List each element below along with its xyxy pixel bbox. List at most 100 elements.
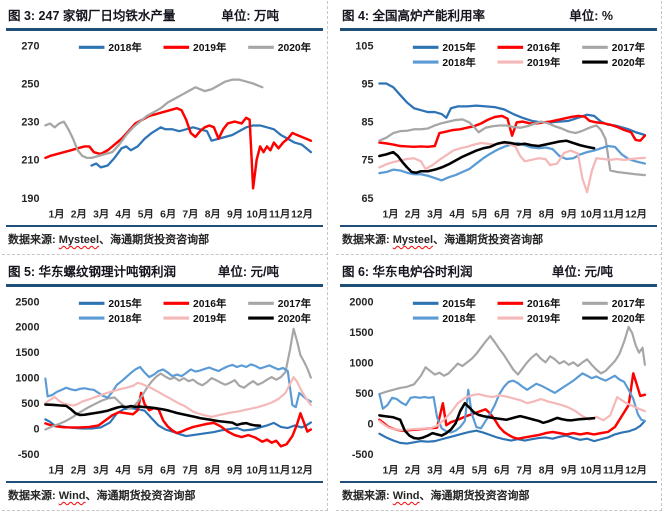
- svg-text:0: 0: [367, 418, 373, 430]
- svg-text:2016年: 2016年: [527, 41, 561, 54]
- svg-text:3月: 3月: [93, 465, 109, 477]
- figure-header: 图 3: 247 家钢厂日均铁水产量 单位: 万吨: [6, 3, 323, 28]
- unit-label: 单位: 万吨: [221, 9, 279, 23]
- svg-text:2月: 2月: [405, 465, 421, 477]
- data-source: 数据来源: Wind、海通期货投资咨询部: [6, 483, 323, 503]
- svg-text:2015年: 2015年: [108, 297, 142, 310]
- source-name: Wind: [58, 490, 86, 502]
- svg-text:2020年: 2020年: [612, 312, 646, 325]
- figure-title: 图 4: 全国高炉产能利用率: [342, 9, 486, 23]
- svg-text:-500: -500: [18, 449, 40, 461]
- figure-panel-4: 图 4: 全国高炉产能利用率 单位: % 105 95 85 75 65 1月 2月 3月 4月…: [336, 1, 662, 255]
- svg-text:2000: 2000: [15, 322, 39, 334]
- svg-text:6月: 6月: [494, 209, 510, 221]
- svg-text:6月: 6月: [160, 465, 176, 477]
- figure-header: 图 6: 华东电炉谷时利润 单位: 元/吨: [340, 259, 657, 284]
- svg-text:12月: 12月: [291, 209, 313, 221]
- svg-text:12月: 12月: [291, 465, 313, 477]
- rebar-profit-line-chart: 2500 2000 1500 1000 500 0 -500 1月 2月 3月 4月 5月 6月 7月 8月…: [6, 289, 323, 481]
- figure-title: 图 5: 华东螺纹钢理计吨钢利润: [8, 265, 177, 279]
- svg-text:105: 105: [355, 40, 373, 52]
- svg-text:95: 95: [361, 78, 373, 90]
- source-prefix: 数据来源:: [8, 234, 59, 246]
- svg-text:3月: 3月: [427, 465, 443, 477]
- svg-text:270: 270: [21, 40, 39, 52]
- source-suffix: 、海通期货投资咨询部: [419, 490, 530, 502]
- svg-text:5月: 5月: [138, 465, 154, 477]
- svg-text:4月: 4月: [449, 465, 465, 477]
- electric-furnace-profit-line-chart: 2000 1500 1000 500 0 -500 1月 2月 3月 4月 5月 6月 7月 8月 9月 10…: [340, 289, 657, 481]
- unit-label: 单位: %: [569, 9, 613, 23]
- svg-text:2月: 2月: [71, 465, 87, 477]
- svg-text:1500: 1500: [349, 327, 373, 339]
- svg-text:8月: 8月: [539, 465, 555, 477]
- svg-text:2017年: 2017年: [278, 297, 312, 310]
- source-suffix: 、海通期货投资咨询部: [99, 234, 210, 246]
- svg-text:10月: 10月: [580, 209, 602, 221]
- svg-text:2017年: 2017年: [612, 41, 646, 54]
- svg-text:65: 65: [361, 193, 373, 205]
- svg-text:5月: 5月: [138, 209, 154, 221]
- svg-text:2000: 2000: [349, 296, 373, 308]
- svg-text:0: 0: [33, 423, 39, 435]
- svg-text:2019年: 2019年: [193, 312, 227, 325]
- data-source: 数据来源: Wind、海通期货投资咨询部: [340, 483, 657, 503]
- svg-text:2019年: 2019年: [193, 41, 227, 54]
- figure-panel-5: 图 5: 华东螺纹钢理计吨钢利润 单位: 元/吨 2500 2000 1500 100…: [2, 257, 328, 511]
- svg-text:3月: 3月: [93, 209, 109, 221]
- svg-text:1500: 1500: [15, 347, 39, 359]
- svg-text:7月: 7月: [182, 209, 198, 221]
- svg-text:2500: 2500: [15, 296, 39, 308]
- footer-divider: [6, 225, 323, 227]
- svg-text:10月: 10月: [580, 465, 602, 477]
- chart-svg: 105 95 85 75 65 1月 2月 3月 4月 5月 6月 7月 8月 9月 10月 11月 12月 20…: [355, 40, 647, 221]
- svg-text:250: 250: [21, 78, 39, 90]
- svg-text:-500: -500: [352, 449, 374, 461]
- unit-label: 单位: 元/吨: [551, 265, 613, 279]
- data-source: 数据来源: Mysteel、海通期货投资咨询部: [340, 227, 657, 247]
- svg-text:75: 75: [361, 155, 373, 167]
- svg-text:1月: 1月: [382, 209, 398, 221]
- svg-text:2020年: 2020年: [278, 312, 312, 325]
- svg-text:2016年: 2016年: [527, 297, 561, 310]
- svg-text:190: 190: [21, 193, 39, 205]
- svg-text:2018年: 2018年: [108, 41, 142, 54]
- svg-text:2018年: 2018年: [442, 312, 476, 325]
- chart-svg: 2500 2000 1500 1000 500 0 -500 1月 2月 3月 4月 5月 6月 7月 8月…: [15, 296, 313, 477]
- source-prefix: 数据来源:: [342, 490, 393, 502]
- svg-text:5月: 5月: [472, 465, 488, 477]
- svg-text:1月: 1月: [382, 465, 398, 477]
- svg-text:6月: 6月: [494, 465, 510, 477]
- figure-panel-3: 图 3: 247 家钢厂日均铁水产量 单位: 万吨 270 250 230 210 19…: [2, 1, 328, 255]
- svg-text:2月: 2月: [71, 209, 87, 221]
- svg-text:8月: 8月: [205, 209, 221, 221]
- svg-text:2015年: 2015年: [442, 297, 476, 310]
- figure-title: 图 6: 华东电炉谷时利润: [342, 265, 473, 279]
- figure-panel-6: 图 6: 华东电炉谷时利润 单位: 元/吨 2000 1500 1000 500 0 -5…: [336, 257, 662, 511]
- source-suffix: 、海通期货投资咨询部: [433, 234, 544, 246]
- svg-text:2017年: 2017年: [612, 297, 646, 310]
- footer-divider: [340, 225, 657, 227]
- footer-divider: [340, 481, 657, 483]
- header-divider: [6, 28, 323, 31]
- svg-text:85: 85: [361, 117, 373, 129]
- svg-text:7月: 7月: [182, 465, 198, 477]
- svg-text:11月: 11月: [269, 465, 290, 477]
- svg-text:2018年: 2018年: [108, 312, 142, 325]
- svg-text:2月: 2月: [405, 209, 421, 221]
- chart-svg: 2000 1500 1000 500 0 -500 1月 2月 3月 4月 5月 6月 7月 8月 9月 10…: [349, 296, 647, 477]
- unit-label: 单位: 元/吨: [217, 265, 279, 279]
- svg-text:9月: 9月: [561, 465, 577, 477]
- svg-text:4月: 4月: [115, 465, 131, 477]
- figure-header: 图 4: 全国高炉产能利用率 单位: %: [340, 3, 657, 28]
- header-divider: [340, 284, 657, 287]
- svg-text:1月: 1月: [48, 465, 64, 477]
- svg-text:1000: 1000: [15, 373, 39, 385]
- svg-text:2020年: 2020年: [278, 41, 312, 54]
- svg-text:2018年: 2018年: [442, 56, 476, 69]
- svg-text:7月: 7月: [516, 465, 532, 477]
- svg-text:2019年: 2019年: [527, 312, 561, 325]
- header-divider: [6, 284, 323, 287]
- svg-text:2019年: 2019年: [527, 56, 561, 69]
